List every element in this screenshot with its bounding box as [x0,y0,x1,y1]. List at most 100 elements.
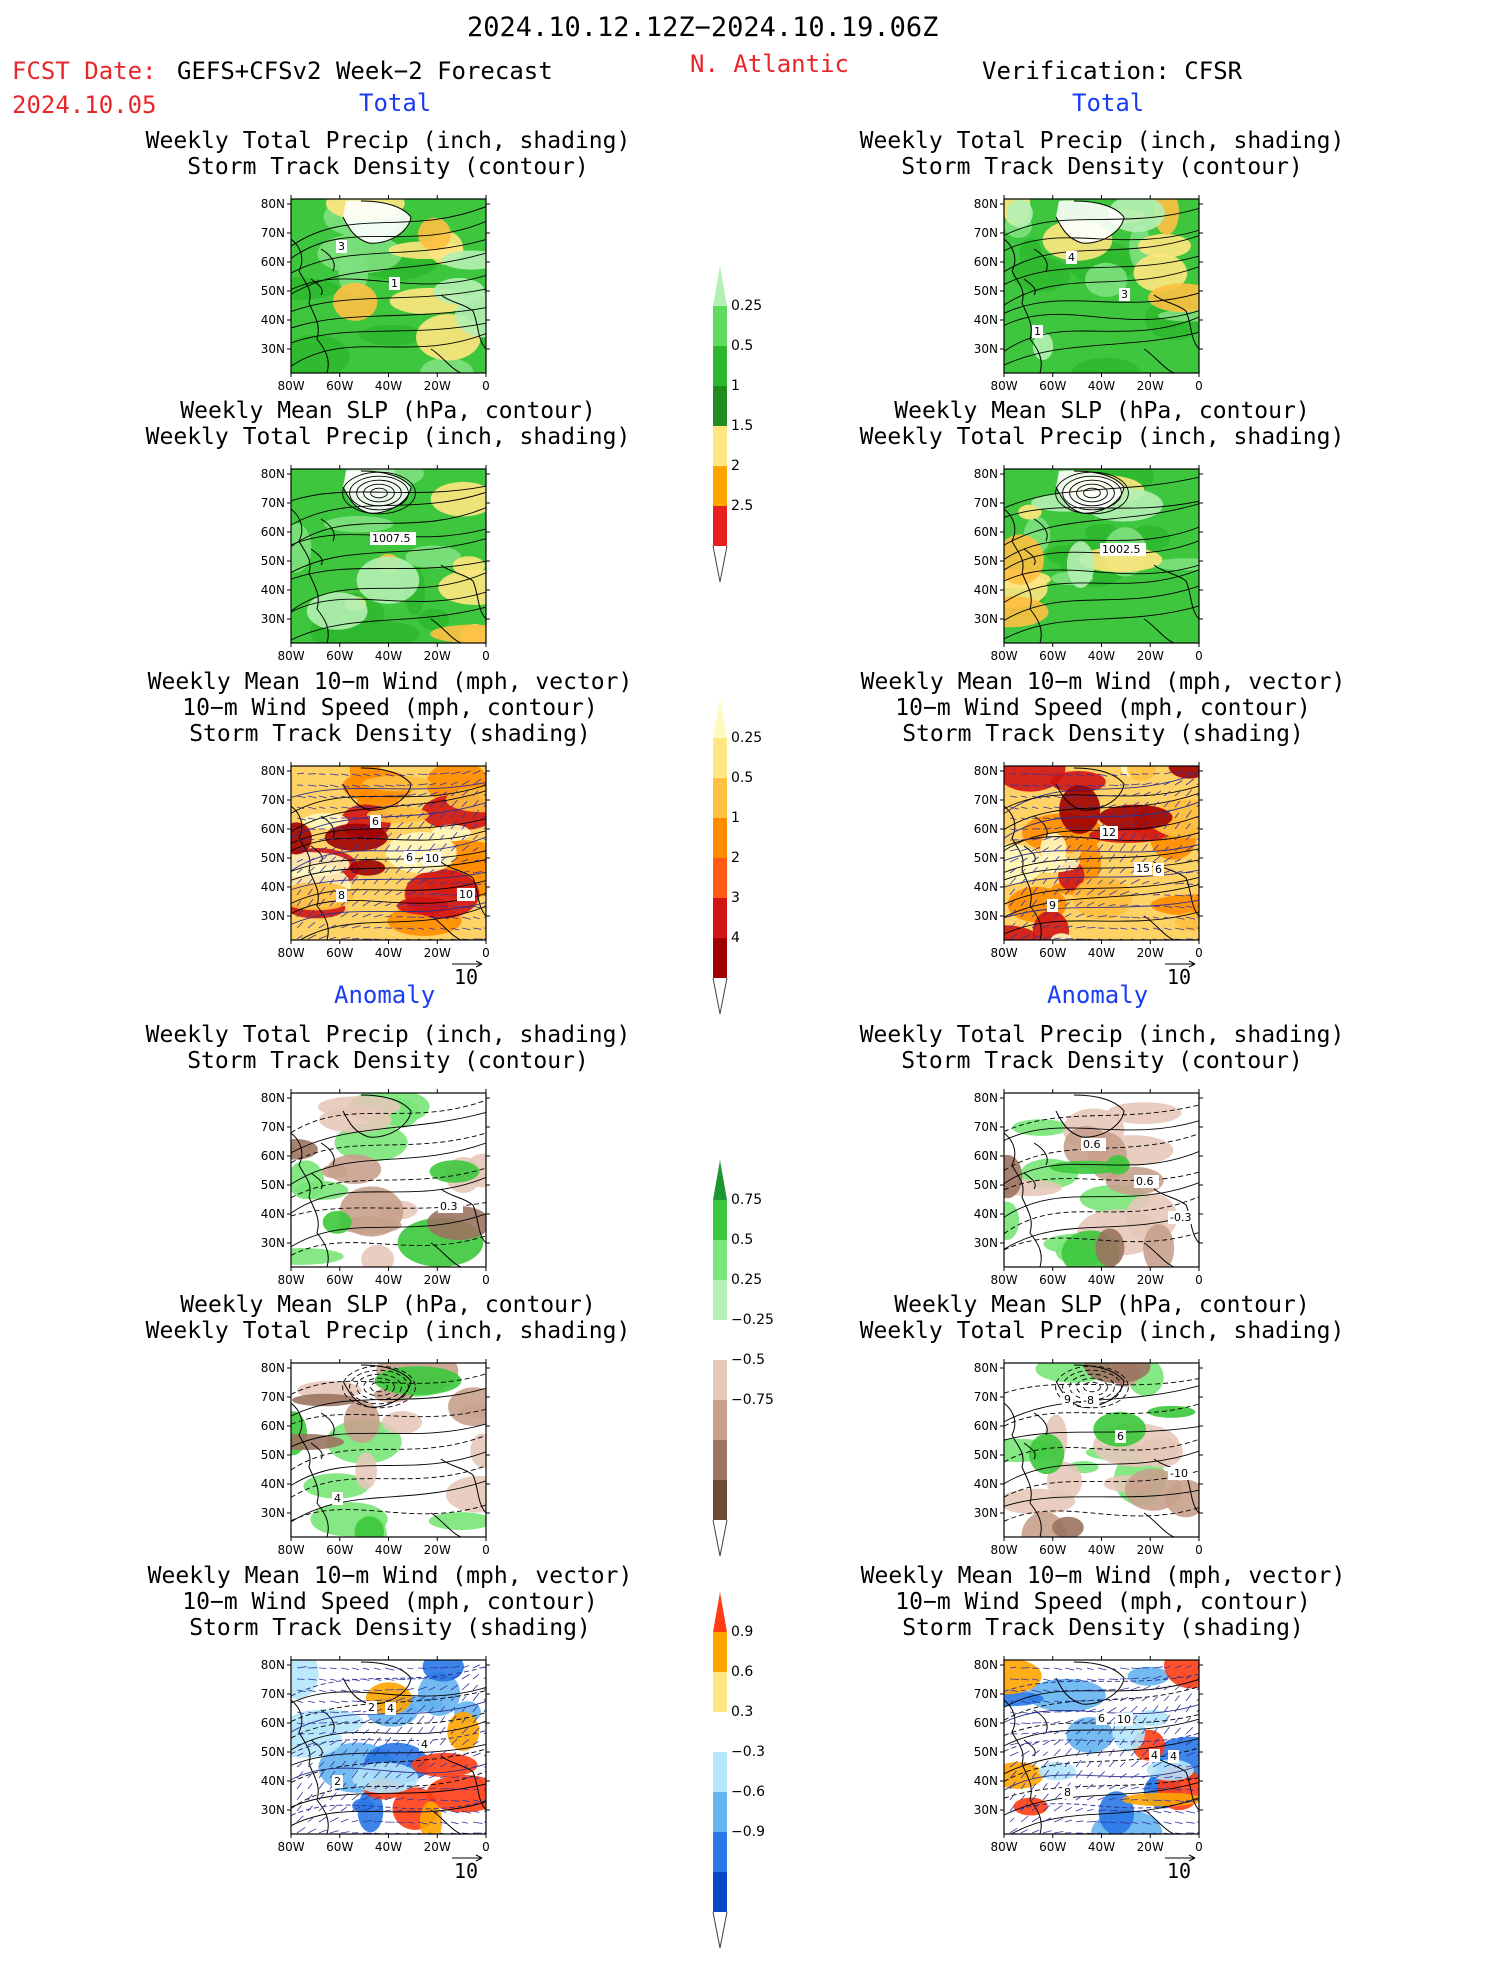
lon-tick-label: 20W [424,649,451,663]
lon-tick-label: 40W [1088,1543,1115,1557]
lon-tick-label: 60W [326,1840,353,1854]
lon-tick-label: 60W [1039,1273,1066,1287]
lat-tick-label: 30N [974,342,998,356]
lat-tick-label: 70N [974,1390,998,1404]
lat-tick-label: 50N [261,1745,285,1759]
lon-tick-label: 80W [277,1840,304,1854]
contour-label: 0.6 [1136,1175,1154,1188]
lon-tick-label: 60W [326,649,353,663]
lat-tick-label: 50N [261,284,285,298]
lat-tick-label: 50N [261,851,285,865]
lon-tick-label: 80W [990,649,1017,663]
lon-tick-label: 40W [1088,1273,1115,1287]
colorbar-swatch [713,386,727,426]
contour-label: 9 [1049,899,1056,912]
lon-tick-label: 80W [277,1543,304,1557]
lat-tick-label: 30N [974,1236,998,1250]
colorbar-swatch [713,738,727,778]
lon-tick-label: 80W [277,379,304,393]
contour-label: 9 [1064,1393,1071,1406]
contour-label: 8 [338,889,345,902]
fcst-date-value: 2024.10.05 [12,93,157,117]
colorbar-level-label: 2 [731,850,740,866]
colorbar-level-label: 0.6 [731,1664,753,1680]
title-fc-precip-track: Weekly Total Precip (inch, shading) Stor… [128,128,648,180]
colorbar-swatch [713,1632,727,1672]
lat-tick-label: 30N [974,1803,998,1817]
lon-tick-label: 80W [990,946,1017,960]
vector-ref-total-left: 10 [448,958,508,988]
colorbar-swatch [713,1752,727,1792]
lon-tick-label: 60W [1039,946,1066,960]
lat-tick-label: 60N [261,822,285,836]
lat-tick-label: 60N [974,822,998,836]
lon-tick-label: 20W [424,1543,451,1557]
lat-tick-label: 60N [261,1149,285,1163]
colorbar-cap [713,1592,727,1632]
lon-tick-label: 80W [990,1273,1017,1287]
lat-tick-label: 80N [974,197,998,211]
lat-tick-label: 30N [261,909,285,923]
lon-tick-label: 80W [277,649,304,663]
lat-tick-label: 70N [261,226,285,240]
lon-tick-label: 20W [424,379,451,393]
contour-label: 4 [387,1702,394,1715]
lon-tick-label: 60W [1039,1543,1066,1557]
lat-tick-label: 70N [261,1687,285,1701]
lat-tick-label: 40N [261,1207,285,1221]
colorbar-level-label: 0.5 [731,338,753,354]
lat-tick-label: 60N [261,1716,285,1730]
lon-tick-label: 40W [375,379,402,393]
lat-tick-label: 70N [974,1687,998,1701]
lat-tick-label: 80N [261,1658,285,1672]
lat-tick-label: 70N [261,496,285,510]
lat-tick-label: 40N [261,880,285,894]
colorbar-swatch [713,1792,727,1832]
colorbar-swatch [713,346,727,386]
vector-ref-label: 10 [454,1859,478,1882]
vector-ref-anom-left: 10 [448,1852,508,1882]
lon-tick-label: 20W [1137,379,1164,393]
colorbar-level-label: 2.5 [731,498,753,514]
contour-label: 6 [1117,1430,1124,1443]
lat-tick-label: 80N [974,1091,998,1105]
lat-tick-label: 30N [974,612,998,626]
colorbar-swatch [713,1320,727,1360]
lon-tick-label: 60W [326,379,353,393]
lon-tick-label: 60W [326,1273,353,1287]
title-fc-wind-track: Weekly Mean 10−m Wind (mph, vector) 10−m… [100,669,680,747]
lat-tick-label: 60N [261,255,285,269]
lat-tick-label: 80N [974,467,998,481]
lon-tick-label: 20W [1137,1273,1164,1287]
lat-tick-label: 30N [261,612,285,626]
lat-tick-label: 30N [261,1236,285,1250]
lat-tick-label: 70N [261,1120,285,1134]
lon-tick-label: 80W [990,1840,1017,1854]
fcst-product-label: GEFS+CFSv2 Week−2 Forecast [177,59,553,83]
colorbar-level-label: −0.6 [731,1784,765,1800]
lat-tick-label: 40N [974,313,998,327]
title-oa-wind-track: Weekly Mean 10−m Wind (mph, vector) 10−m… [813,1563,1393,1641]
lat-tick-label: 70N [974,226,998,240]
contour-label: 2 [334,1775,341,1788]
contour-label: 1002.5 [1102,543,1141,556]
colorbar-swatch [713,1712,727,1752]
colorbar-level-label: 0.9 [731,1624,753,1640]
contour-label: -0.3 [1170,1211,1191,1224]
lon-tick-label: 40W [375,1273,402,1287]
lat-tick-label: 60N [974,255,998,269]
colorbar-cap [713,266,727,306]
contour-label: -10 [1170,1467,1188,1480]
title-fc-slp-precip: Weekly Mean SLP (hPa, contour) Weekly To… [128,398,648,450]
colorbar-level-label: 0.5 [731,1232,753,1248]
lat-tick-label: 40N [974,880,998,894]
contour-label: 6 [406,851,413,864]
colorbar-level-label: 0.25 [731,298,762,314]
title-fa-slp-precip: Weekly Mean SLP (hPa, contour) Weekly To… [128,1292,648,1344]
lat-tick-label: 60N [974,525,998,539]
